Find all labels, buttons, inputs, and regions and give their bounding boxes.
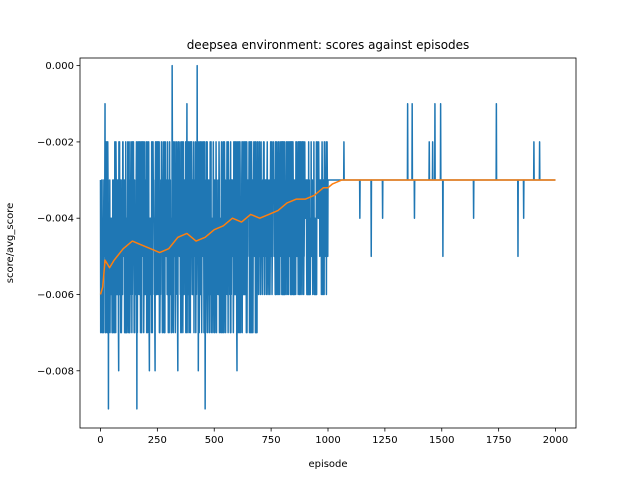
x-tick-label: 750 bbox=[262, 435, 281, 446]
y-tick-label: −0.004 bbox=[37, 214, 74, 225]
chart-title: deepsea environment: scores against epis… bbox=[187, 38, 470, 52]
x-tick-label: 1250 bbox=[372, 435, 397, 446]
y-axis-label: score/avg_score bbox=[5, 203, 16, 284]
y-tick-label: −0.002 bbox=[37, 137, 74, 148]
avg-score-series-line bbox=[99, 179, 556, 295]
x-tick-label: 250 bbox=[148, 435, 167, 446]
x-axis-label: episode bbox=[308, 459, 347, 470]
x-tick-label: 500 bbox=[205, 435, 224, 446]
x-tick-label: 0 bbox=[97, 435, 103, 446]
y-tick-label: 0.000 bbox=[45, 61, 74, 72]
x-tick-label: 2000 bbox=[543, 435, 568, 446]
y-tick-label: −0.006 bbox=[37, 290, 74, 301]
x-tick-label: 1500 bbox=[429, 435, 454, 446]
y-tick-label: −0.008 bbox=[37, 366, 74, 377]
x-tick-label: 1750 bbox=[486, 435, 511, 446]
x-tick-label: 1000 bbox=[315, 435, 340, 446]
